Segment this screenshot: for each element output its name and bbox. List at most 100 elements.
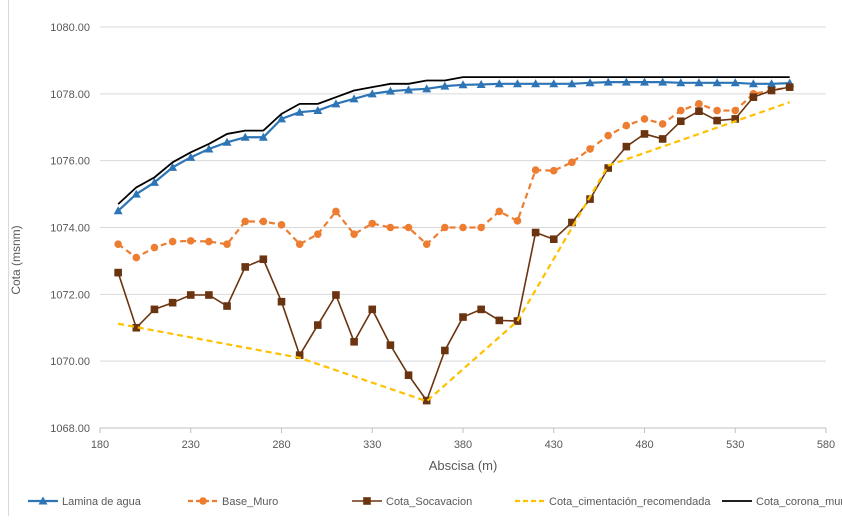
data-point [422,396,431,405]
legend-label: Cota_cimentación_recomendada [549,496,711,508]
x-tick-label: 230 [182,439,200,451]
legend-swatch-marker [38,496,48,505]
data-point [658,120,667,128]
data-point [386,341,395,349]
data-point [314,230,322,238]
x-tick-label: 180 [91,439,109,451]
data-point [549,235,558,243]
data-point [604,131,612,140]
data-point [568,158,576,167]
data-point [295,107,305,116]
data-point [277,221,286,229]
data-point [495,207,504,216]
data-point [368,219,377,228]
legend-item-2: Cota_Socavacion [352,496,472,508]
data-point [350,337,358,346]
data-point [549,166,558,175]
data-point [640,130,649,138]
data-point [441,223,449,232]
data-point [677,117,685,126]
data-point [622,121,631,130]
data-point [712,78,722,87]
data-point [568,218,576,227]
data-point [314,321,322,329]
series-2 [114,83,794,405]
data-point [277,114,286,123]
data-point [386,223,395,232]
x-tick-label: 430 [545,439,563,451]
data-point [713,116,721,125]
data-point [132,253,141,262]
data-point [422,240,431,249]
data-point [385,86,395,95]
axes: 1068.00 1070.00 1072.00 1074.00 1076.00 1078.… [50,22,835,451]
data-point [113,206,123,215]
legend-label: Cota_Socavacion [386,496,472,508]
legend-label: Base_Muro [222,496,278,508]
data-point [313,106,323,115]
data-point [585,78,595,87]
data-point [494,79,504,88]
data-point [404,371,413,380]
data-point [295,240,304,249]
data-point [477,305,485,314]
x-tick-label: 330 [363,439,381,451]
data-point [186,291,195,299]
data-point [131,189,141,198]
data-point [640,115,649,123]
data-point [149,177,159,186]
x-tick-label: 380 [454,439,472,451]
y-axis-title: Cota (msnm) [9,225,23,294]
series-line [117,101,791,403]
y-tick-label: 1080.00 [50,22,90,34]
series-group [113,76,795,405]
data-point [132,323,141,332]
data-point [767,86,776,95]
left-border-line [8,0,9,516]
data-point [331,99,341,108]
data-point [404,85,414,94]
data-point [222,137,232,146]
data-point [259,217,268,226]
data-point [367,89,377,98]
x-tick-label: 580 [817,439,835,451]
data-point [549,79,559,88]
data-point [258,132,268,141]
data-point [567,79,577,88]
data-point [458,80,468,89]
data-point [223,240,231,249]
data-point [441,346,449,355]
data-point [731,106,740,115]
series-line [117,86,790,259]
data-point [677,106,685,115]
data-point [658,135,667,143]
data-point [114,268,122,277]
data-point [350,230,358,238]
legend-item-3: Cota_cimentación_recomendada [515,496,711,508]
data-point [531,79,541,88]
series-4 [117,76,790,205]
legend-label: Lamina de agua [62,496,142,508]
data-point [150,243,159,252]
legend-swatch-marker [199,497,207,505]
y-tick-label: 1068.00 [50,423,90,435]
legend: Lamina de agua Base_Muro Cota_Socavacion Co… [28,496,842,508]
data-point [114,240,122,249]
data-point [241,263,249,271]
data-point [295,351,304,359]
y-tick-label: 1078.00 [50,89,90,101]
data-point [168,237,177,246]
data-point [767,79,777,88]
x-tick-label: 280 [272,439,290,451]
data-point [332,291,340,299]
series-line [117,81,790,212]
legend-label: Cota_corona_muro [756,496,842,508]
data-point [349,94,359,103]
legend-item-1: Base_Muro [188,496,278,508]
data-point [713,106,721,115]
data-point [440,81,450,90]
data-point [731,115,740,123]
data-point [658,77,668,86]
